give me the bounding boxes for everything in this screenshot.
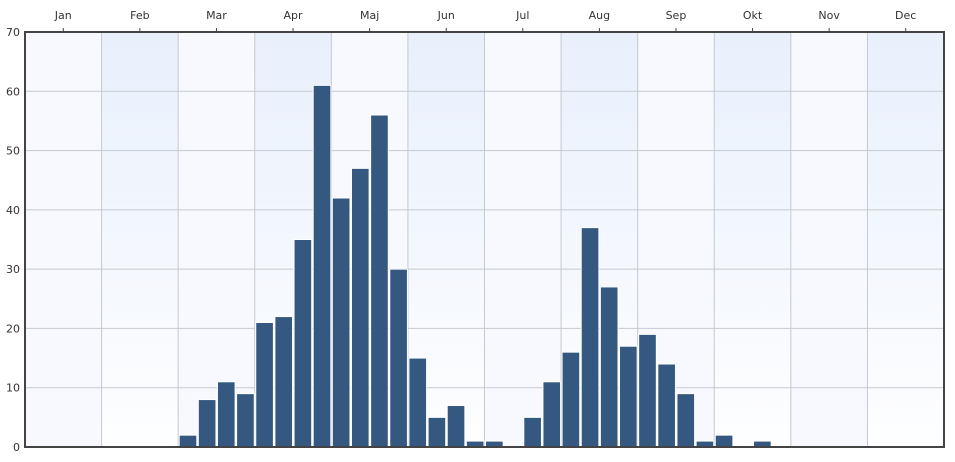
histogram-bar [580, 227, 600, 448]
month-label: Aug [589, 9, 610, 22]
month-label: Jun [437, 9, 455, 22]
histogram-bar [676, 393, 696, 448]
histogram-bar [216, 381, 236, 448]
month-label: Dec [895, 9, 916, 22]
histogram-bar [389, 268, 408, 448]
month-label: Mar [206, 9, 227, 22]
x-axis-month-labels: Jan Feb Mar Apr Maj Jun Jul Aug Sep Okt Nov Dec [54, 9, 917, 22]
y-tick-label: 40 [6, 204, 20, 217]
month-label: Okt [743, 9, 763, 22]
histogram-bar [523, 416, 542, 448]
histogram-bar [255, 322, 274, 448]
y-tick-label: 20 [6, 322, 20, 335]
histogram-bar [370, 114, 389, 448]
histogram-bar [619, 345, 638, 448]
plot-frame [24, 28, 945, 448]
y-axis-tick-labels: 0 10 20 30 40 50 60 70 [6, 26, 20, 454]
y-tick-label: 0 [13, 441, 20, 454]
plot-border [24, 31, 945, 448]
histogram-bar [350, 167, 370, 448]
month-label: Maj [360, 9, 379, 22]
month-label: Apr [284, 9, 304, 22]
y-tick-label: 70 [6, 26, 20, 39]
histogram-bar [312, 84, 332, 448]
month-label: Jul [515, 9, 529, 22]
y-tick-label: 10 [6, 382, 20, 395]
histogram-bar [638, 333, 657, 448]
histogram-bar [274, 316, 294, 448]
month-label: Sep [666, 9, 687, 22]
month-band [101, 32, 179, 447]
y-tick-label: 60 [6, 85, 20, 98]
histogram-bar [408, 357, 428, 448]
month-band [714, 32, 791, 447]
histogram-bar [714, 434, 734, 448]
histogram-bar [293, 239, 313, 448]
histogram-bar [331, 197, 351, 448]
histogram-bar [446, 405, 466, 448]
grid-lines [25, 31, 944, 448]
histogram-bar [197, 399, 217, 448]
histogram-bar [178, 434, 198, 448]
y-tick-label: 50 [6, 145, 20, 158]
histogram-bar [542, 381, 562, 448]
histogram-bar [427, 416, 447, 448]
y-tick-label: 30 [6, 263, 20, 276]
month-label: Nov [818, 9, 840, 22]
histogram-bar [599, 286, 619, 448]
histogram-bar [236, 393, 255, 448]
month-band [867, 32, 944, 447]
histogram-bar [561, 351, 581, 448]
month-label: Feb [130, 9, 149, 22]
histogram-bar [657, 363, 676, 448]
month-label: Jan [54, 9, 72, 22]
